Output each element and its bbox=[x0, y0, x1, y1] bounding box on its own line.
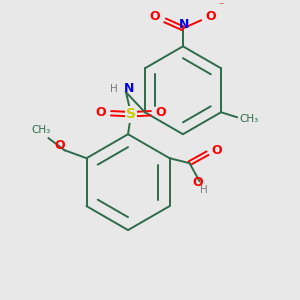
Text: O: O bbox=[206, 10, 216, 23]
Text: O: O bbox=[211, 144, 222, 157]
Text: H: H bbox=[200, 185, 207, 195]
Text: H: H bbox=[110, 84, 118, 94]
Text: CH₃: CH₃ bbox=[31, 125, 50, 135]
Text: CH₃: CH₃ bbox=[239, 114, 259, 124]
Text: O: O bbox=[192, 176, 203, 189]
Text: O: O bbox=[150, 10, 160, 23]
Text: O: O bbox=[156, 106, 166, 119]
Text: S: S bbox=[126, 107, 136, 121]
Text: O: O bbox=[54, 139, 65, 152]
Text: N: N bbox=[124, 82, 134, 95]
Text: O: O bbox=[96, 106, 106, 119]
Text: ⁻: ⁻ bbox=[218, 2, 224, 11]
Text: N: N bbox=[179, 18, 189, 31]
